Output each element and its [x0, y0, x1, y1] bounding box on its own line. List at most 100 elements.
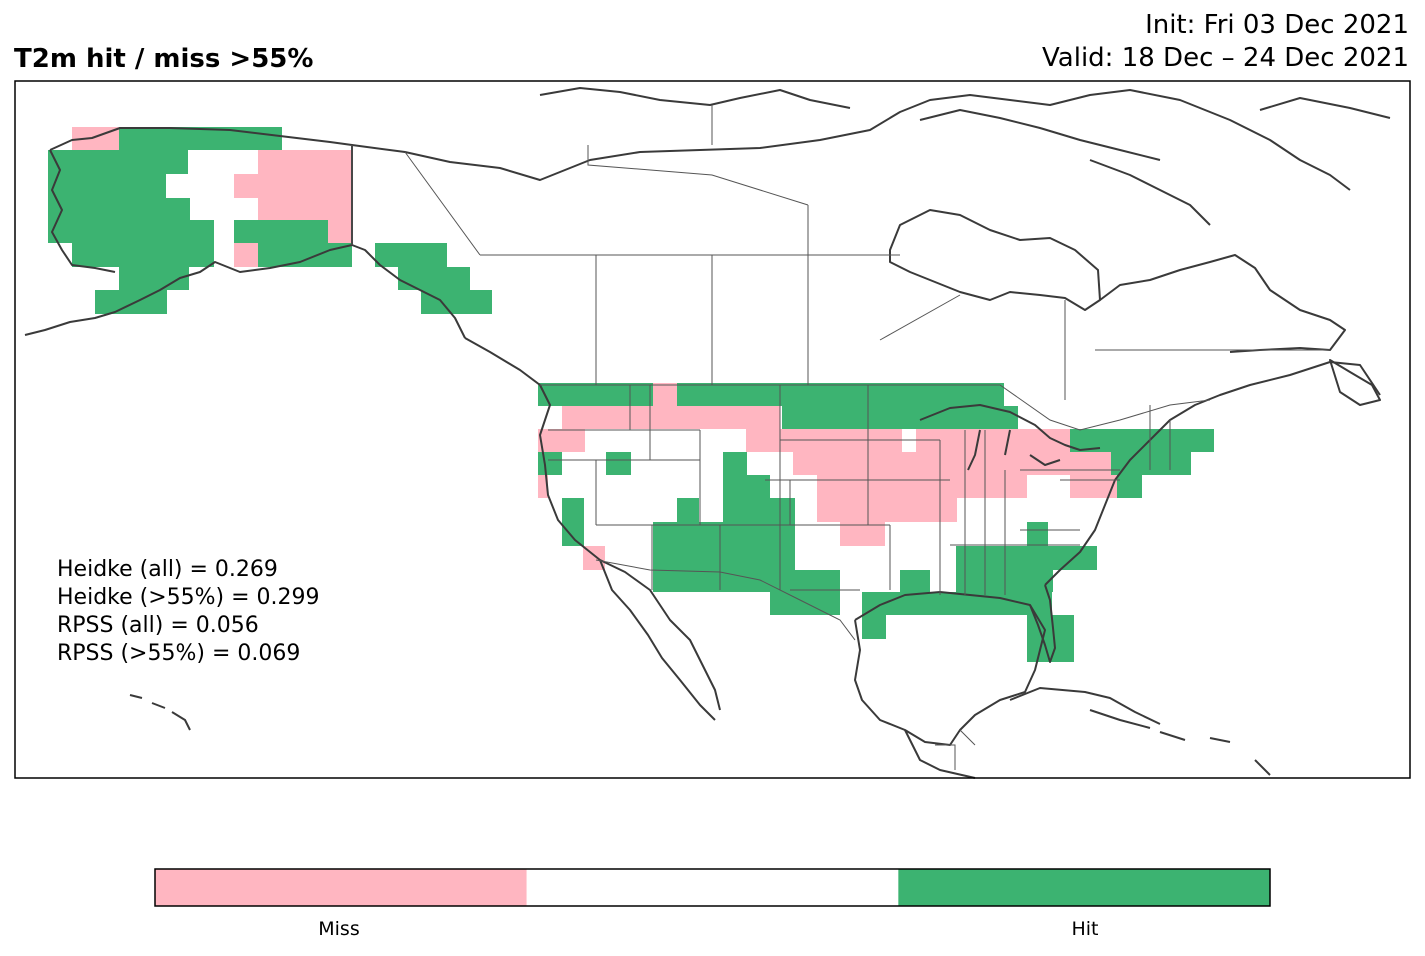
us-canada-border [540, 384, 1211, 431]
baja-peninsula [599, 559, 716, 721]
hit-cell [1070, 429, 1200, 452]
hit-cell [1027, 615, 1074, 639]
hit-cell [398, 267, 470, 290]
miss-cell [793, 452, 1111, 475]
hit-cell [538, 383, 653, 406]
colorbar-frame [154, 868, 1271, 907]
hit-cell [258, 243, 352, 267]
newfoundland [1329, 359, 1381, 406]
heidke-55-score: Heidke (>55%) = 0.299 [57, 585, 320, 610]
hit-cell [562, 522, 584, 546]
hawaii [129, 694, 191, 731]
heidke-all-score: Heidke (all) = 0.269 [57, 557, 278, 582]
canada-provinces [404, 105, 1330, 400]
alaska-west-coast [49, 149, 116, 273]
florida-peninsula [1029, 584, 1056, 663]
central-america-borders [935, 729, 976, 770]
gulf-coast [854, 591, 1046, 746]
hit-cell [862, 615, 886, 639]
colorbar-label-hit: Hit [1071, 918, 1099, 940]
miss-cell [258, 150, 352, 174]
coastlines [24, 87, 1391, 779]
us-states-east [939, 405, 1171, 595]
hit-cell [723, 475, 770, 498]
map-title: T2m hit / miss >55% [14, 44, 314, 74]
colorbar-segment-hit [898, 869, 1270, 906]
hit-cell [653, 570, 840, 592]
hit-cell [1117, 475, 1142, 498]
miss-cell [234, 243, 258, 267]
hudson-bay [889, 209, 1101, 311]
hit-cell [1027, 522, 1048, 546]
miss-cell [538, 429, 585, 452]
init-date: Init: Fri 03 Dec 2021 [1145, 10, 1409, 40]
hit-cell [900, 570, 930, 592]
hit-cell [95, 290, 167, 314]
rpss-all-score: RPSS (all) = 0.056 [57, 613, 259, 638]
hit-cell [48, 198, 190, 220]
verification-cells [48, 127, 1214, 662]
miss-cell [234, 174, 352, 198]
us-states-west [548, 385, 800, 590]
hit-cell [886, 406, 1018, 429]
hit-cell [48, 174, 166, 198]
hit-cell [48, 220, 214, 243]
miss-cell [966, 429, 1070, 452]
arctic-islands [539, 87, 1391, 226]
caribbean [1089, 709, 1271, 776]
miss-cell [653, 383, 677, 406]
hit-cell [723, 498, 795, 522]
hit-cell [1111, 452, 1191, 475]
miss-cell [817, 475, 1005, 498]
labrador-quebec [1099, 254, 1346, 353]
hit-cell [653, 522, 795, 546]
hit-cell [653, 546, 795, 570]
pacific-coast [464, 337, 721, 711]
miss-cell [1070, 475, 1117, 498]
miss-cell [538, 475, 548, 498]
hit-cell [48, 150, 188, 174]
hit-cell [782, 383, 1004, 406]
rpss-55-score: RPSS (>55%) = 0.069 [57, 641, 301, 666]
hit-cell [677, 383, 782, 406]
hit-cell [119, 127, 282, 150]
hit-cell [956, 546, 1097, 570]
hit-cell [538, 452, 562, 475]
hit-cell [1200, 429, 1214, 452]
political-boundaries [351, 105, 1330, 770]
hit-cell [782, 406, 886, 429]
colorbar [155, 869, 1270, 906]
valid-period: Valid: 18 Dec – 24 Dec 2021 [1042, 43, 1409, 73]
miss-cell [916, 429, 966, 452]
miss-cell [328, 220, 352, 243]
score-panel: Heidke (all) = 0.269 Heidke (>55%) = 0.2… [57, 556, 320, 668]
us-states-central [779, 385, 950, 591]
miss-cell [1005, 475, 1027, 498]
hit-cell [770, 592, 840, 615]
great-lakes [919, 404, 1101, 471]
colorbar-segment-miss [155, 869, 527, 906]
hit-cell [375, 243, 447, 267]
hit-cell [421, 290, 492, 314]
arctic-coast [351, 89, 1351, 191]
mexico-border [595, 559, 856, 641]
hit-cell [562, 498, 584, 522]
colorbar-segment-neutral [526, 869, 899, 906]
atlantic-coast [1044, 361, 1381, 586]
hit-cell [723, 452, 747, 475]
miss-cell [746, 429, 782, 452]
hit-cell [72, 243, 214, 267]
hit-cell [606, 452, 631, 475]
central-america [904, 687, 1161, 779]
hit-cell [234, 220, 328, 243]
hit-cell [862, 592, 1052, 615]
colorbar-label-miss: Miss [318, 918, 360, 940]
miss-cell [840, 522, 885, 546]
neutral-cell [188, 150, 258, 174]
miss-cell [562, 406, 780, 429]
miss-cell [817, 498, 957, 522]
hit-cell [677, 498, 699, 522]
map-frame [14, 80, 1411, 779]
miss-cell [258, 198, 352, 220]
